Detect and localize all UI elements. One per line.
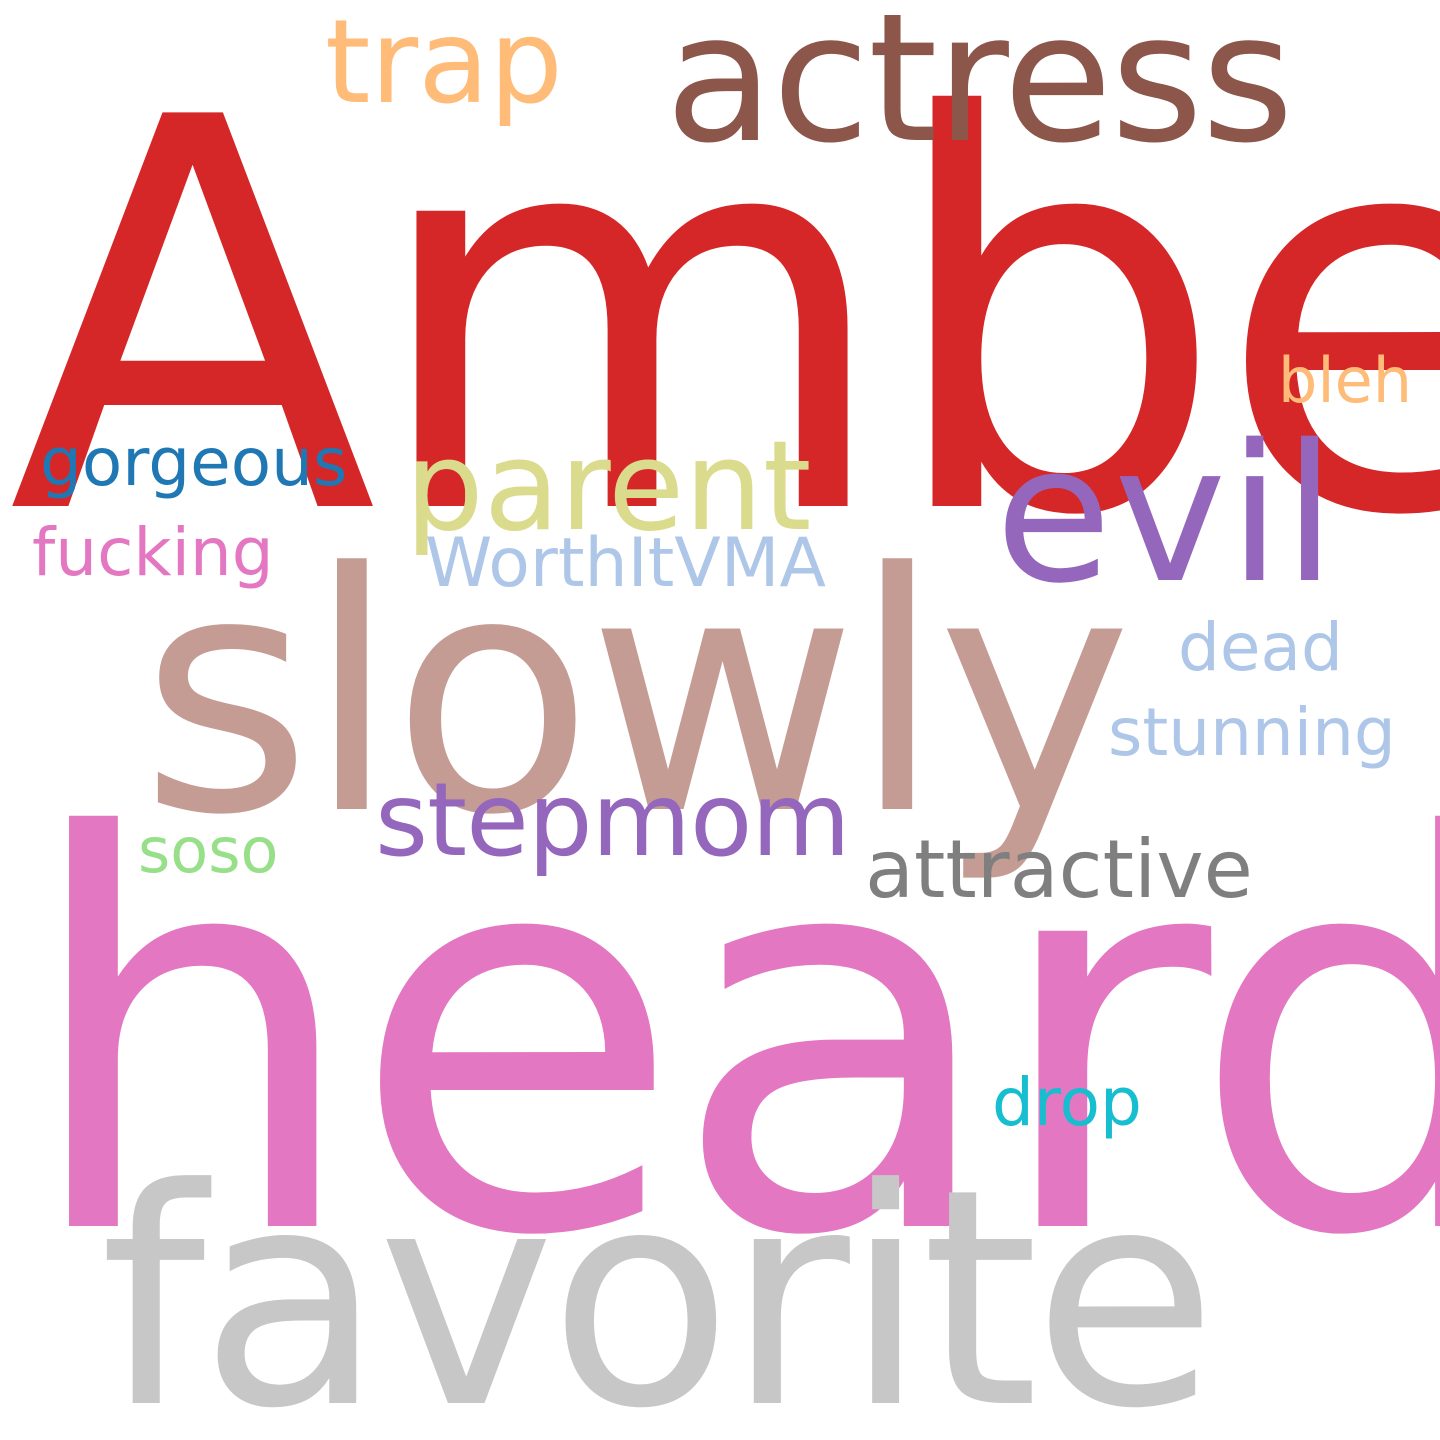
word-slowly: slowly	[140, 503, 1132, 887]
word-stunning: stunning	[1108, 694, 1396, 771]
word-trap: trap	[325, 0, 563, 130]
word-gorgeous: gorgeous	[40, 424, 348, 501]
word-heard: heard	[20, 726, 1440, 1354]
word-dead: dead	[1178, 609, 1343, 686]
word-parent: parent	[405, 415, 812, 559]
word-favorite: favorite	[100, 1125, 1217, 1440]
word-amber: Amber	[8, 6, 1440, 634]
word-bleh: bleh	[1278, 344, 1413, 417]
word-stepmom: stepmom	[375, 761, 851, 880]
word-drop: drop	[992, 1064, 1142, 1141]
word-worthitvma: WorthItVMA	[425, 524, 826, 603]
word-fucking: fucking	[32, 514, 274, 591]
word-actress: actress	[665, 0, 1294, 182]
word-evil: evil	[995, 404, 1338, 625]
word-soso: soso	[138, 814, 279, 887]
word-attractive: attractive	[865, 823, 1253, 916]
